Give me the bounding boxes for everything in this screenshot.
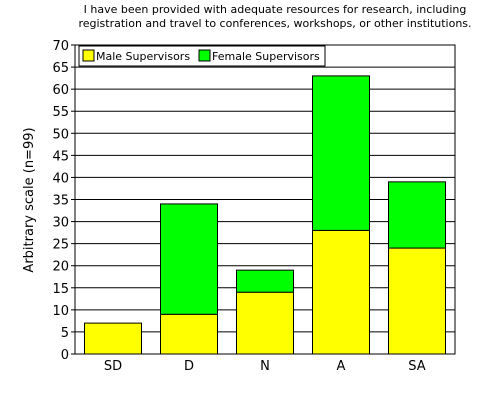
x-tick-label-sa: SA (408, 359, 425, 374)
y-tick-label-50: 50 (52, 127, 69, 142)
chart-title-line-1: I have been provided with adequate resou… (83, 3, 467, 16)
y-axis-label: Arbitrary scale (n=99) (22, 127, 37, 272)
y-tick-label-60: 60 (52, 83, 69, 98)
chart-title-line-2: registration and travel to conferences, … (78, 17, 472, 30)
x-tick-label-a: A (337, 359, 346, 374)
y-tick-label-35: 35 (52, 194, 69, 209)
bar-d-male (160, 313, 218, 355)
bars (84, 75, 446, 355)
y-tick-label-40: 40 (52, 171, 69, 186)
bar-a-male (312, 229, 370, 355)
x-tick-label-sd: SD (104, 359, 122, 374)
legend-label-male: Male Supervisors (96, 50, 190, 63)
legend: Male Supervisors Female Supervisors (78, 45, 326, 67)
bar-n-male (236, 291, 294, 355)
y-tick-label-45: 45 (52, 149, 69, 164)
legend-swatch-male (82, 49, 95, 62)
y-tick-label-10: 10 (52, 304, 69, 319)
chart-title: I have been provided with adequate resou… (60, 3, 490, 31)
bar-d-female (160, 203, 218, 315)
y-tick-label-70: 70 (52, 39, 69, 54)
tick-labels: 0 5 10 15 20 25 30 35 40 45 50 55 60 65 70 SD D N A SA (52, 39, 425, 374)
legend-swatch-female (198, 49, 211, 62)
y-tick-label-15: 15 (52, 282, 69, 297)
bar-sa-female (388, 181, 446, 249)
y-tick-label-30: 30 (52, 216, 69, 231)
y-tick-label-55: 55 (52, 105, 69, 120)
y-tick-label-20: 20 (52, 260, 69, 275)
bar-sd-male (84, 322, 142, 355)
x-tick-label-n: N (260, 359, 270, 374)
y-tick-label-0: 0 (61, 348, 69, 363)
bar-sa-male (388, 247, 446, 355)
y-tick-label-5: 5 (61, 326, 69, 341)
y-tick-label-25: 25 (52, 238, 69, 253)
y-tick-label-65: 65 (52, 61, 69, 76)
bar-n-female (236, 269, 294, 293)
x-tick-label-d: D (184, 359, 194, 374)
legend-label-female: Female Supervisors (212, 50, 320, 63)
bar-a-female (312, 75, 370, 231)
